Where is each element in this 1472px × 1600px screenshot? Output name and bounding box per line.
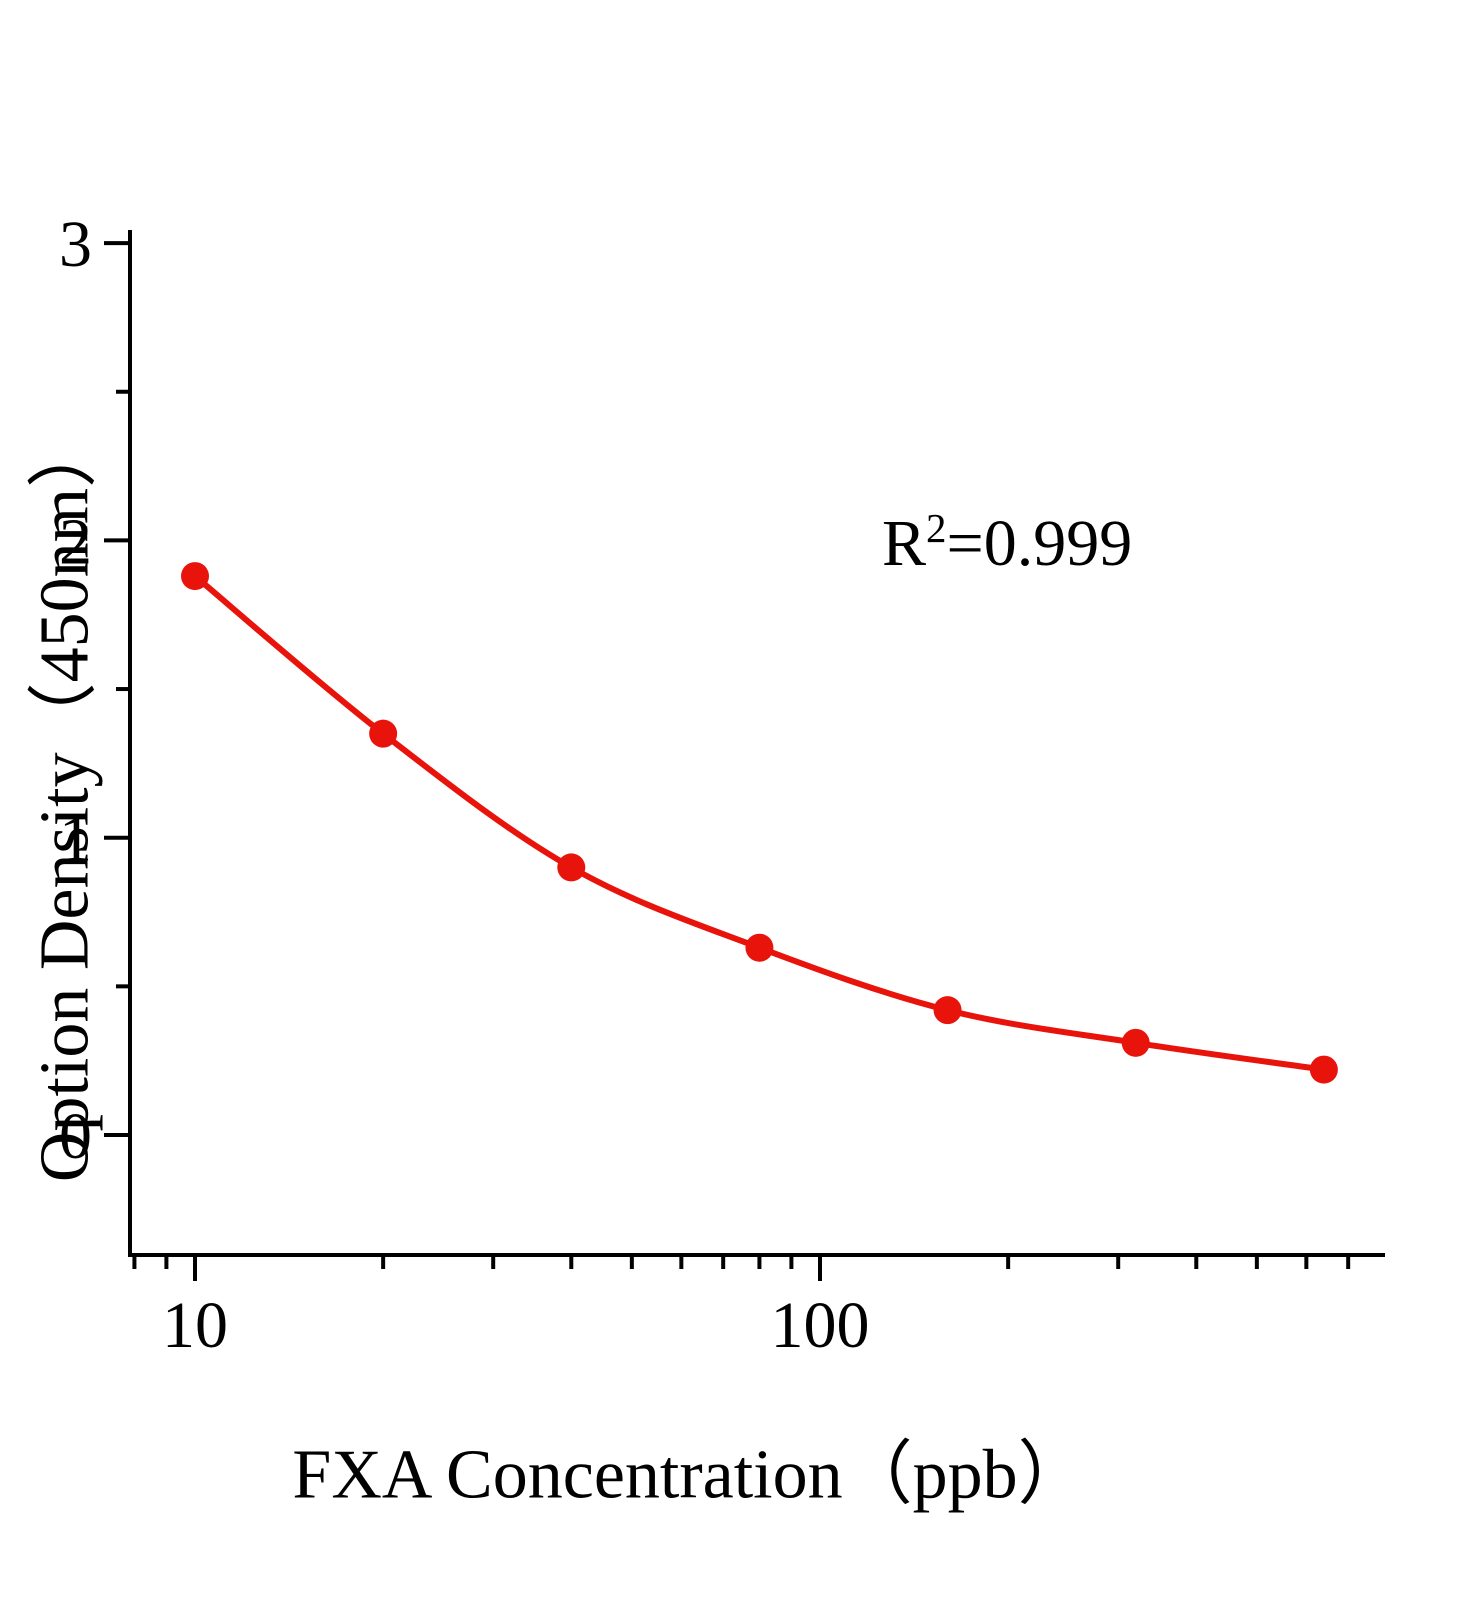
x-tick-label: 10 [162,1289,228,1362]
y-tick-label: 1 [59,803,92,876]
r-squared-base: R [882,507,927,580]
data-point [745,933,774,962]
r-squared-annotation: R2=0.999 [882,506,1132,582]
x-tick-label: 100 [771,1289,870,1362]
r-squared-exponent: 2 [926,506,947,551]
data-point [1309,1055,1338,1084]
y-axis-label: Option Density（450nm） [26,417,104,1183]
y-tick-label: 0 [59,1100,92,1173]
data-point [557,853,586,882]
y-tick-label: 2 [59,505,92,578]
data-point [181,562,209,591]
axes [128,230,1385,1257]
data-point [933,996,962,1025]
fit-curve [192,573,1327,1073]
x-axis-label: FXA Concentration（ppb） [292,1436,1088,1514]
y-tick-label: 3 [59,208,92,281]
data-point [1121,1028,1150,1057]
r-squared-value: =0.999 [946,507,1133,580]
data-point [369,719,398,748]
